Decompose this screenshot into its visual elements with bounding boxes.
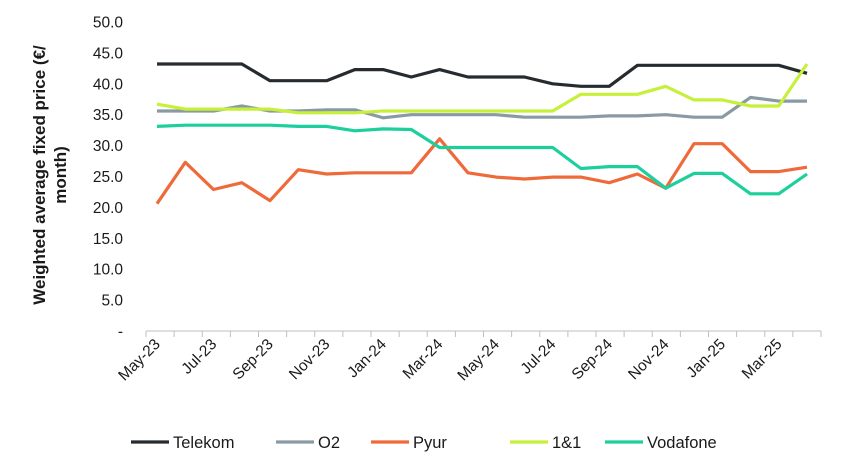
x-tick-label: May-24 bbox=[454, 336, 503, 385]
y-tick-label: 15.0 bbox=[93, 231, 124, 248]
x-tick-label: Mar-25 bbox=[739, 336, 786, 383]
legend-label: Pyur bbox=[413, 434, 447, 452]
series-line-pyur bbox=[155, 137, 808, 205]
legend-label: Telekom bbox=[173, 434, 234, 452]
y-tick-label: 30.0 bbox=[93, 138, 124, 155]
x-tick-label: Nov-24 bbox=[625, 336, 673, 384]
legend-label: Vodafone bbox=[647, 434, 717, 452]
y-tick-label: 25.0 bbox=[93, 169, 124, 186]
y-axis-title-line-1: Weighted average fixed price (€/ bbox=[30, 45, 49, 305]
x-tick-label: Sep-24 bbox=[569, 336, 617, 384]
y-tick-label: 35.0 bbox=[93, 107, 124, 124]
x-tick-label: Jan-24 bbox=[344, 336, 390, 382]
x-tick-label: Nov-23 bbox=[286, 336, 333, 383]
axes bbox=[145, 330, 822, 337]
series-line-vodafone bbox=[156, 123, 808, 196]
x-tick-label: Jan-25 bbox=[684, 336, 730, 382]
legend: Telekom O2 Pyur 1&1 Vodafone bbox=[131, 434, 717, 452]
y-tick-label: 50.0 bbox=[93, 15, 124, 32]
y-tick-label: 5.0 bbox=[101, 293, 123, 310]
series-line-1-1 bbox=[156, 63, 809, 115]
y-tick-label: 10.0 bbox=[93, 262, 124, 279]
legend-label: 1&1 bbox=[552, 434, 581, 452]
x-tick-label: Sep-23 bbox=[230, 336, 277, 383]
y-tick-label: 45.0 bbox=[93, 45, 124, 62]
series-lines bbox=[155, 62, 809, 205]
x-tick-label: Mar-24 bbox=[400, 336, 447, 383]
x-tick-label: Jul-23 bbox=[178, 336, 220, 378]
y-axis-tick-labels: - 5.0 10.0 15.0 20.0 25.0 30.0 35.0 40.0 45.0 50.0 bbox=[93, 15, 124, 341]
x-tick-label: Jul-24 bbox=[518, 336, 560, 378]
y-tick-label: - bbox=[118, 324, 123, 341]
y-tick-label: 40.0 bbox=[93, 76, 124, 93]
y-tick-label: 20.0 bbox=[93, 200, 124, 217]
x-tick-label: May-23 bbox=[115, 336, 164, 385]
y-axis-title-line-2: month) bbox=[51, 146, 70, 204]
x-axis-tick-labels: May-23 Jul-23 Sep-23 Nov-23 Jan-24 Mar-24 May-… bbox=[115, 336, 785, 385]
legend-label: O2 bbox=[318, 434, 340, 452]
series-line-telekom bbox=[157, 62, 808, 88]
